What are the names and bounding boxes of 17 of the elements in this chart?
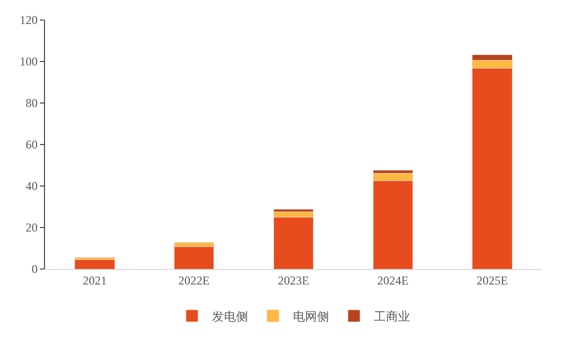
- y-tick-label: 120: [20, 13, 38, 28]
- x-tick-label: 2025E: [476, 273, 508, 288]
- x-tick-label: 2024E: [377, 273, 409, 288]
- x-tick-label: 2023E: [278, 273, 310, 288]
- x-tick-label: 2021: [82, 273, 107, 288]
- legend-label: 电网侧: [293, 310, 329, 324]
- legend-label: 工商业: [374, 310, 410, 324]
- y-tick-label: 20: [26, 220, 38, 235]
- y-tick-label: 0: [32, 262, 38, 276]
- bar: [174, 246, 214, 269]
- bar: [74, 259, 115, 269]
- y-tick-label: 80: [26, 96, 38, 110]
- y-tick-label: 100: [20, 54, 38, 69]
- y-tick-label: 40: [26, 179, 38, 194]
- y-tick-label: 60: [26, 138, 38, 152]
- legend-label: 发电侧: [212, 310, 248, 324]
- x-tick-label: 2022E: [178, 273, 210, 288]
